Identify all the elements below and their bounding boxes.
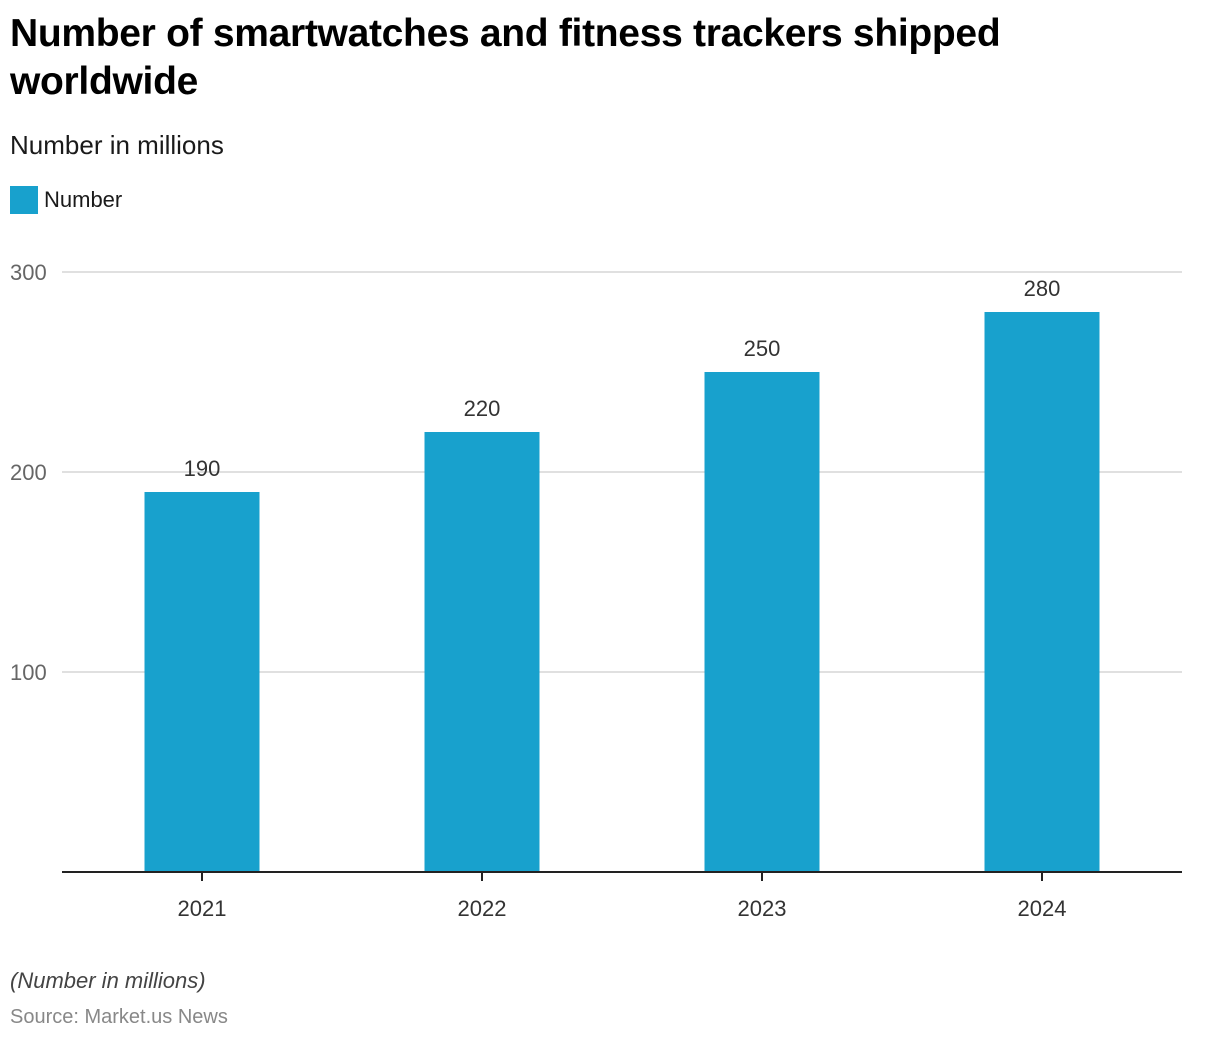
y-tick-label: 300 [10,260,47,285]
x-tick-label: 2023 [738,896,787,921]
legend-swatch [10,186,38,214]
bar-2024 [984,312,1100,872]
data-label: 220 [464,396,501,421]
chart-source: Source: Market.us News [10,1006,228,1028]
chart-subtitle: Number in millions [10,130,224,160]
x-tick-label: 2024 [1018,896,1067,921]
chart-title: Number of smartwatches and fitness track… [10,12,1001,103]
legend-label: Number [44,187,123,212]
bar-2021 [144,492,260,872]
data-label: 190 [184,456,221,481]
bar-2023 [704,372,820,872]
legend: Number [10,186,122,214]
data-label: 280 [1024,276,1061,301]
bar-2022 [424,432,540,872]
x-tick-label: 2022 [458,896,507,921]
y-tick-label: 200 [10,460,47,485]
y-tick-label: 100 [10,660,47,685]
chart-note: (Number in millions) [10,968,206,993]
x-tick-label: 2021 [178,896,227,921]
data-label: 250 [744,336,781,361]
